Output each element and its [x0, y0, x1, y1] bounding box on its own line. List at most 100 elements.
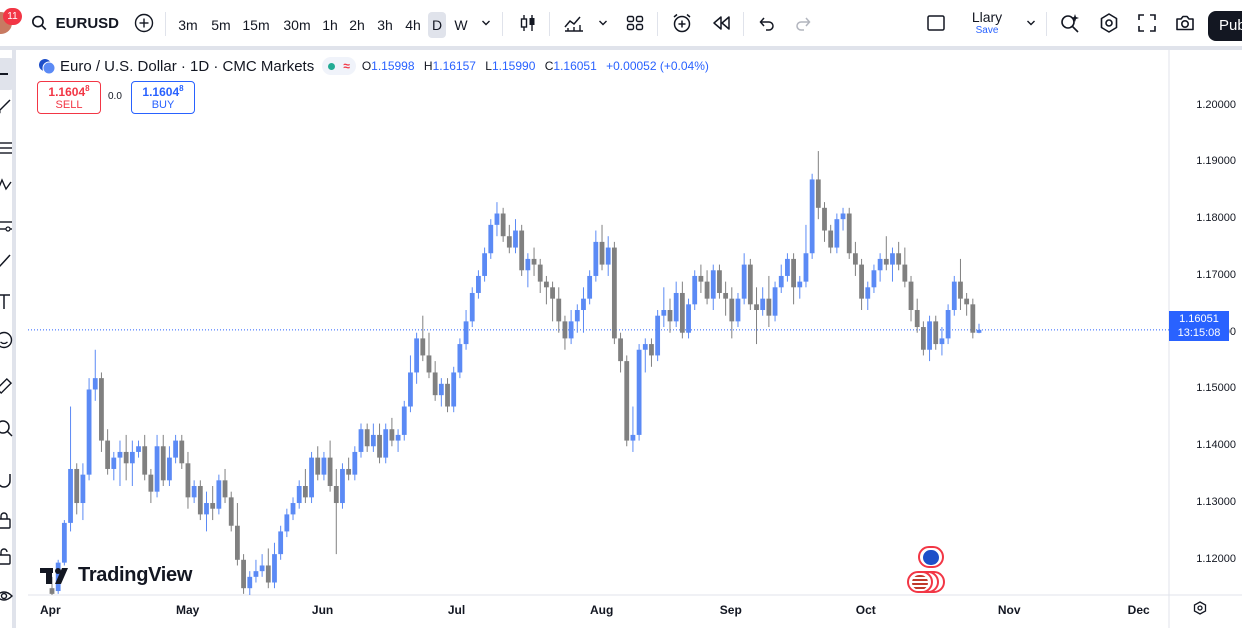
price-tick-label: 1.15000	[1196, 382, 1236, 395]
chart-pane[interactable]: Euro / U.S. Dollar · 1D · CMC Markets ≈ …	[28, 50, 1242, 628]
compare-add-symbol-button[interactable]	[132, 0, 156, 46]
candle	[129, 440, 135, 486]
candle	[673, 281, 679, 328]
buy-button[interactable]: 1.16048 BUY	[131, 81, 195, 114]
lock-icon[interactable]	[0, 510, 14, 530]
timeframe-4h[interactable]: 4h	[405, 17, 421, 33]
publish-button[interactable]: Pub	[1208, 11, 1242, 41]
chart-type-button[interactable]	[516, 0, 540, 46]
market-status-pill[interactable]: ≈	[322, 57, 356, 75]
candle-body	[105, 440, 111, 469]
magnet-icon[interactable]	[0, 470, 14, 490]
candle-body	[420, 338, 426, 356]
eye-icon[interactable]	[0, 586, 14, 606]
layout-name: Llary	[971, 9, 1003, 25]
undo-button[interactable]	[754, 0, 778, 46]
economic-events-marker-group[interactable]	[907, 571, 951, 595]
tradingview-logo[interactable]: TradingView	[40, 564, 192, 587]
candle-body	[754, 304, 759, 311]
candle	[123, 434, 129, 481]
zoom-icon[interactable]	[0, 418, 14, 438]
text-tool-icon[interactable]	[0, 292, 14, 312]
candle-body	[346, 468, 352, 475]
fib-retracement-tool-icon[interactable]	[0, 138, 14, 158]
timeframe-w[interactable]: W	[454, 17, 468, 33]
forecast-tool-icon[interactable]	[0, 216, 14, 236]
candle	[630, 406, 636, 452]
timeframe-2h[interactable]: 2h	[349, 17, 365, 33]
quick-search-button[interactable]	[1058, 0, 1082, 46]
redo-button[interactable]	[792, 0, 816, 46]
candle-body	[729, 298, 735, 322]
smiley-icon[interactable]	[0, 330, 14, 350]
timeframe-3h[interactable]: 3h	[377, 17, 393, 33]
candle	[710, 264, 716, 311]
layout-dropdown-button[interactable]	[1024, 0, 1038, 46]
candle	[191, 480, 197, 504]
candle	[649, 338, 654, 367]
layout-name-button[interactable]: Llary Save	[960, 0, 1014, 46]
candle-body	[649, 344, 654, 356]
chart-legend: Euro / U.S. Dollar · 1D · CMC Markets ≈ …	[38, 56, 715, 76]
time-axis-settings-button[interactable]	[1192, 600, 1208, 621]
candle	[958, 258, 963, 311]
settings-button[interactable]	[1097, 0, 1121, 46]
candle	[438, 378, 444, 407]
timeframe-d[interactable]: D	[428, 12, 446, 38]
candle	[272, 542, 277, 589]
candle-body	[210, 503, 216, 509]
candle	[865, 281, 871, 311]
bar-replay-button[interactable]	[708, 0, 734, 46]
brush-tool-icon[interactable]	[0, 252, 14, 272]
candle	[457, 338, 463, 379]
candle	[859, 258, 864, 311]
drawing-toolbar	[0, 50, 16, 628]
timeframe-15m[interactable]: 15m	[242, 17, 270, 33]
timeframe-1h[interactable]: 1h	[322, 17, 338, 33]
top-toolbar: 11 EURUSD	[0, 0, 1242, 50]
candle-body	[865, 287, 871, 299]
pattern-tool-icon[interactable]	[0, 176, 14, 196]
candle-body	[457, 344, 463, 373]
timeframe-5m[interactable]: 5m	[211, 17, 231, 33]
indicators-dropdown-button[interactable]	[596, 0, 610, 46]
sell-price: 1.16048	[48, 84, 90, 99]
candle-body	[803, 253, 809, 282]
ruler-icon[interactable]	[0, 376, 14, 396]
candle	[432, 361, 438, 401]
open-label: O	[361, 59, 372, 73]
candle-body	[426, 355, 432, 373]
toolbar-divider	[743, 12, 744, 36]
timeframe-30m[interactable]: 30m	[283, 17, 311, 33]
lock-drawing-icon[interactable]	[0, 546, 14, 566]
snapshot-button[interactable]	[1172, 0, 1198, 46]
indicators-icon	[564, 16, 583, 32]
change-value: +0.00052 (+0.04%)	[606, 59, 709, 73]
layout-toggle-button[interactable]	[924, 0, 948, 46]
indicators-button[interactable]	[561, 0, 587, 46]
high-label: H	[423, 59, 433, 73]
candle	[636, 344, 642, 441]
candle	[476, 270, 481, 299]
candle	[717, 264, 722, 299]
square-icon	[927, 15, 945, 31]
candle-body	[679, 292, 685, 333]
timeframe-dropdown-button[interactable]	[478, 0, 494, 46]
symbol-title[interactable]: Euro / U.S. Dollar · 1D · CMC Markets	[60, 57, 315, 75]
layouts-button[interactable]	[623, 0, 647, 46]
fullscreen-button[interactable]	[1135, 0, 1159, 46]
candle-body	[68, 468, 73, 523]
candlestick-chart[interactable]	[28, 50, 1242, 628]
symbol-search-button[interactable]: EURUSD	[31, 0, 119, 46]
user-avatar[interactable]: 11	[0, 0, 22, 46]
sell-button[interactable]: 1.16048 SELL	[37, 81, 101, 114]
market-open-dot-icon	[328, 62, 336, 70]
trend-line-tool-icon[interactable]	[0, 96, 14, 116]
timeframe-3m[interactable]: 3m	[178, 17, 198, 33]
economic-event-marker[interactable]	[918, 546, 944, 568]
candle	[531, 247, 537, 276]
candle	[482, 247, 487, 282]
data-wave-icon: ≈	[343, 59, 350, 73]
crosshair-tool[interactable]	[0, 58, 14, 90]
alert-button[interactable]	[669, 0, 695, 46]
